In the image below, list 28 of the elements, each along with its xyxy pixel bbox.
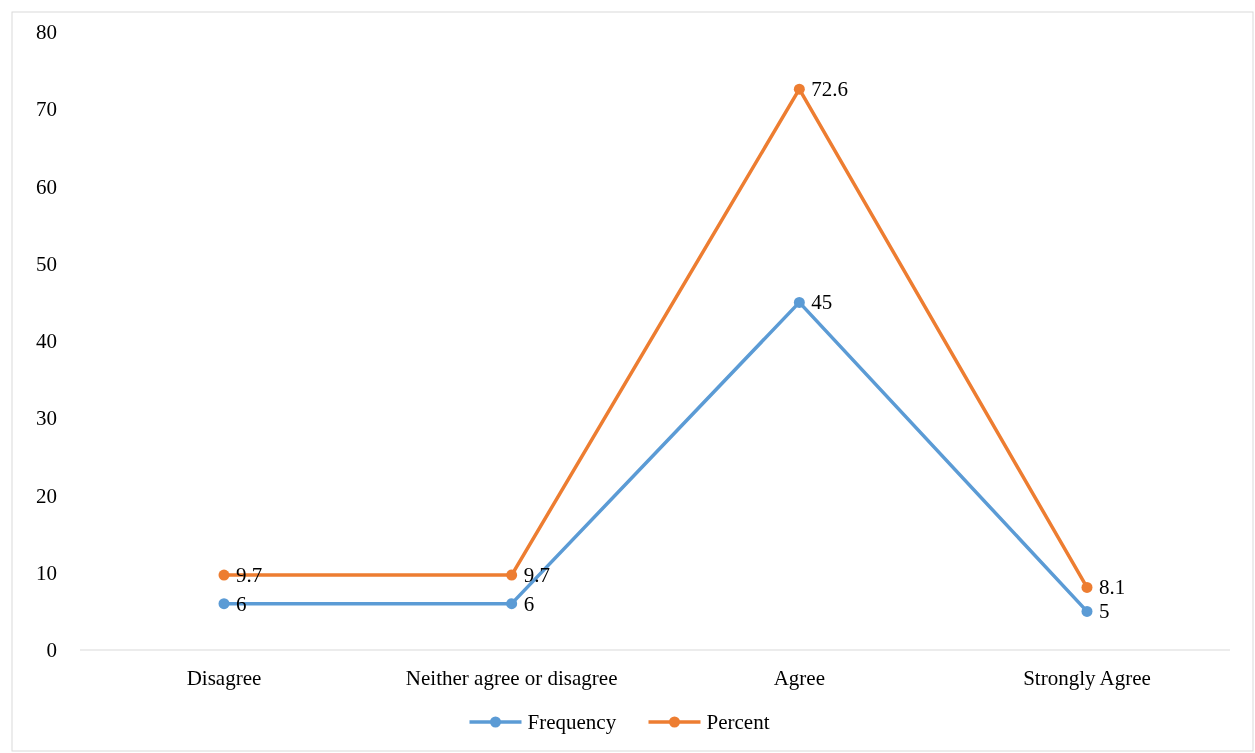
point: [793, 83, 805, 95]
point: [506, 569, 518, 581]
x-tick-label: Agree: [773, 666, 825, 690]
x-tick-label: Strongly Agree: [1023, 666, 1151, 690]
data-label: 45: [811, 290, 833, 315]
point: [793, 296, 805, 308]
y-tick-label: 30: [36, 406, 57, 431]
point: [506, 598, 518, 610]
y-tick-label: 10: [36, 560, 57, 585]
y-tick-label: 60: [36, 174, 57, 199]
point: [218, 598, 230, 610]
y-tick-label: 40: [36, 329, 57, 353]
point: [1081, 605, 1093, 617]
x-tick-label: Neither agree or disagree: [405, 666, 618, 690]
y-tick-label: 0: [46, 638, 57, 662]
y-tick-label: 80: [36, 20, 57, 44]
legend-label: Percent: [706, 710, 770, 734]
point: [218, 569, 230, 581]
x-tick-label: Disagree: [186, 666, 262, 690]
point: [1081, 581, 1093, 593]
y-tick-label: 50: [36, 251, 57, 276]
data-label: 8.1: [1099, 575, 1126, 600]
y-tick-label: 70: [36, 97, 57, 122]
data-label: 72.6: [811, 77, 849, 102]
data-label: 6: [523, 591, 535, 616]
y-tick-label: 20: [36, 483, 57, 508]
data-label: 5: [1099, 599, 1110, 624]
legend-label: Frequency: [527, 710, 617, 734]
